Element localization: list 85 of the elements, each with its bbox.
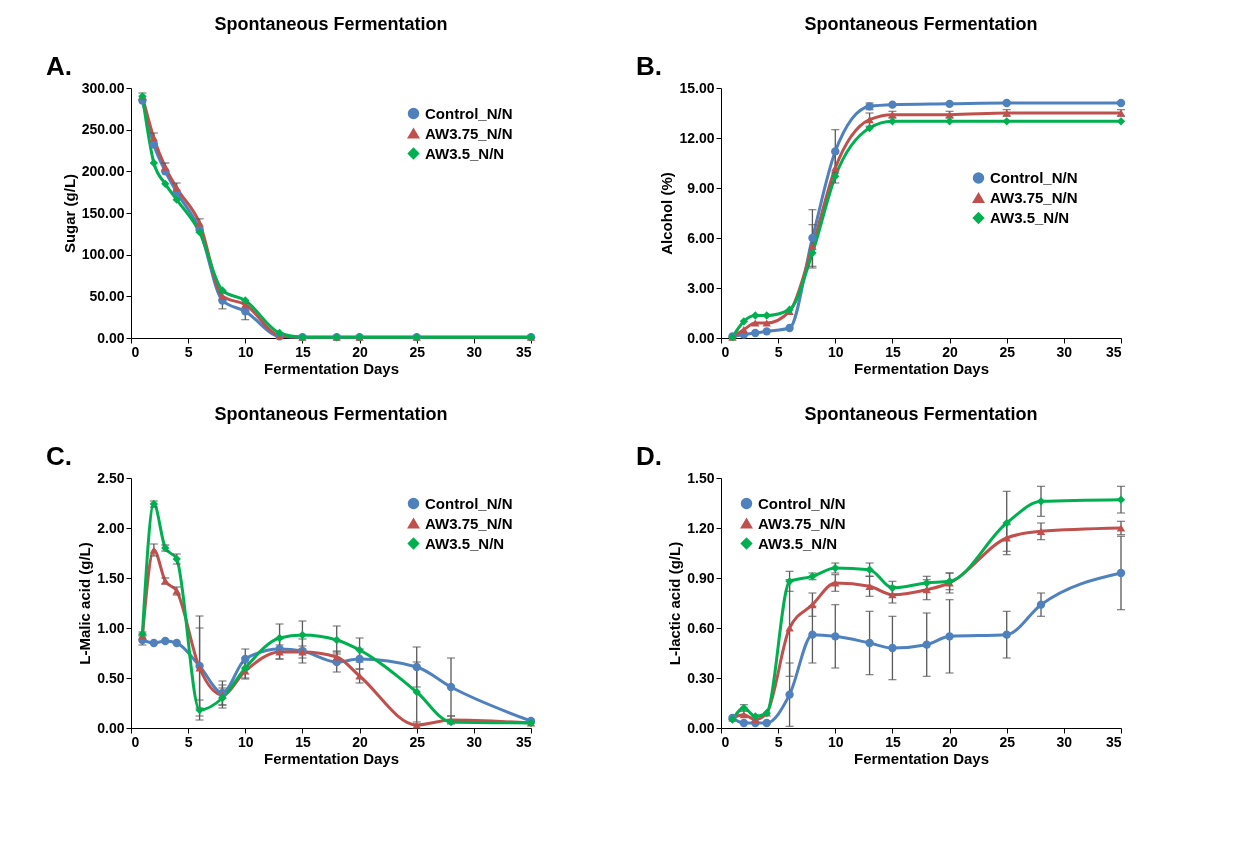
y-tick-label: 15.00 (679, 79, 715, 96)
x-tick-label: 0 (721, 733, 730, 750)
y-tick-label: 200.00 (81, 162, 125, 179)
x-tick-label: 15 (885, 733, 901, 750)
y-tick-label: 2.00 (97, 519, 125, 536)
x-tick-label: 35 (515, 343, 532, 360)
x-tick-label: 30 (466, 733, 483, 750)
x-tick-label: 20 (942, 343, 959, 360)
x-axis-title: Fermentation Days (263, 749, 400, 767)
legend-label: AW3.5_N/N (758, 534, 838, 552)
x-tick-label: 25 (999, 733, 1016, 750)
chart-title: Spontaneous Fermentation (804, 14, 1038, 34)
x-axis-title: Fermentation Days (853, 359, 990, 377)
legend-label: Control_N/N (990, 169, 1078, 186)
legend-label: Control_N/N (425, 104, 513, 122)
y-tick-label: 0.60 (687, 619, 715, 636)
y-tick-label: 1.50 (97, 569, 125, 586)
x-tick-label: 35 (515, 733, 532, 750)
x-tick-label: 5 (184, 343, 193, 360)
y-tick-label: 1.00 (97, 619, 125, 636)
y-tick-label: 300.00 (81, 79, 125, 96)
x-tick-label: 25 (409, 733, 426, 750)
x-tick-label: 10 (828, 343, 844, 360)
y-tick-label: 0.00 (97, 719, 125, 736)
y-axis-title: L-lactic acid (g/L) (666, 541, 684, 666)
x-tick-label: 30 (1056, 343, 1073, 360)
x-tick-label: 20 (352, 733, 369, 750)
x-tick-label: 25 (409, 343, 426, 360)
x-tick-label: 30 (466, 343, 483, 360)
y-axis-title: Sugar (g/L) (60, 173, 78, 254)
text: A. (46, 51, 72, 81)
x-tick-label: 10 (238, 733, 254, 750)
y-tick-label: 0.00 (687, 719, 715, 736)
x-tick-label: 10 (238, 343, 254, 360)
y-tick-label: 150.00 (81, 204, 125, 221)
y-tick-label: 50.00 (89, 287, 125, 304)
x-tick-label: 20 (352, 343, 369, 360)
y-tick-label: 1.50 (687, 469, 715, 486)
x-tick-label: 0 (721, 343, 730, 360)
y-tick-label: 0.00 (97, 329, 125, 346)
x-tick-label: 15 (295, 733, 311, 750)
x-tick-label: 10 (828, 733, 844, 750)
y-tick-label: 3.00 (687, 279, 715, 296)
y-tick-label: 2.50 (97, 469, 125, 486)
y-tick-label: 0.30 (687, 669, 715, 686)
y-tick-label: 100.00 (81, 246, 125, 263)
legend-label: AW3.75_N/N (758, 514, 846, 532)
x-axis-title: Fermentation Days (263, 359, 400, 377)
y-tick-label: 6.00 (687, 229, 715, 246)
y-tick-label: 12.00 (679, 129, 715, 146)
chart-title: Spontaneous Fermentation (214, 14, 448, 34)
x-tick-label: 35 (1105, 343, 1122, 360)
x-tick-label: 0 (131, 733, 140, 750)
y-tick-label: 9.00 (687, 179, 715, 196)
x-tick-label: 15 (885, 343, 901, 360)
x-tick-label: 5 (774, 733, 783, 750)
legend-label: AW3.75_N/N (990, 189, 1078, 206)
y-tick-label: 0.00 (687, 329, 715, 346)
legend-label: AW3.75_N/N (425, 124, 513, 142)
y-axis-title: L-Malic acid (g/L) (76, 542, 94, 665)
x-tick-label: 5 (184, 733, 193, 750)
x-tick-label: 15 (295, 343, 311, 360)
x-tick-label: 5 (774, 343, 783, 360)
chart-title: Spontaneous Fermentation (804, 404, 1038, 424)
y-tick-label: 0.90 (687, 569, 715, 586)
legend-label: AW3.5_N/N (425, 534, 505, 552)
y-tick-label: 1.20 (687, 519, 715, 536)
chart-title: Spontaneous Fermentation (214, 404, 448, 424)
x-axis-title: Fermentation Days (853, 749, 990, 767)
text: C. (46, 441, 72, 471)
legend-label: AW3.5_N/N (990, 209, 1070, 226)
legend-label: Control_N/N (425, 494, 513, 512)
x-tick-label: 20 (942, 733, 959, 750)
x-tick-label: 25 (999, 343, 1016, 360)
text: D. (636, 441, 662, 471)
y-axis-title: Alcohol (%) (658, 172, 676, 255)
legend-label: AW3.5_N/N (425, 144, 505, 162)
x-tick-label: 0 (131, 343, 140, 360)
x-tick-label: 35 (1105, 733, 1122, 750)
x-tick-label: 30 (1056, 733, 1073, 750)
text: B. (636, 51, 662, 81)
legend-label: AW3.75_N/N (425, 514, 513, 532)
legend-label: Control_N/N (758, 494, 846, 512)
y-tick-label: 250.00 (81, 121, 125, 138)
y-tick-label: 0.50 (97, 669, 125, 686)
